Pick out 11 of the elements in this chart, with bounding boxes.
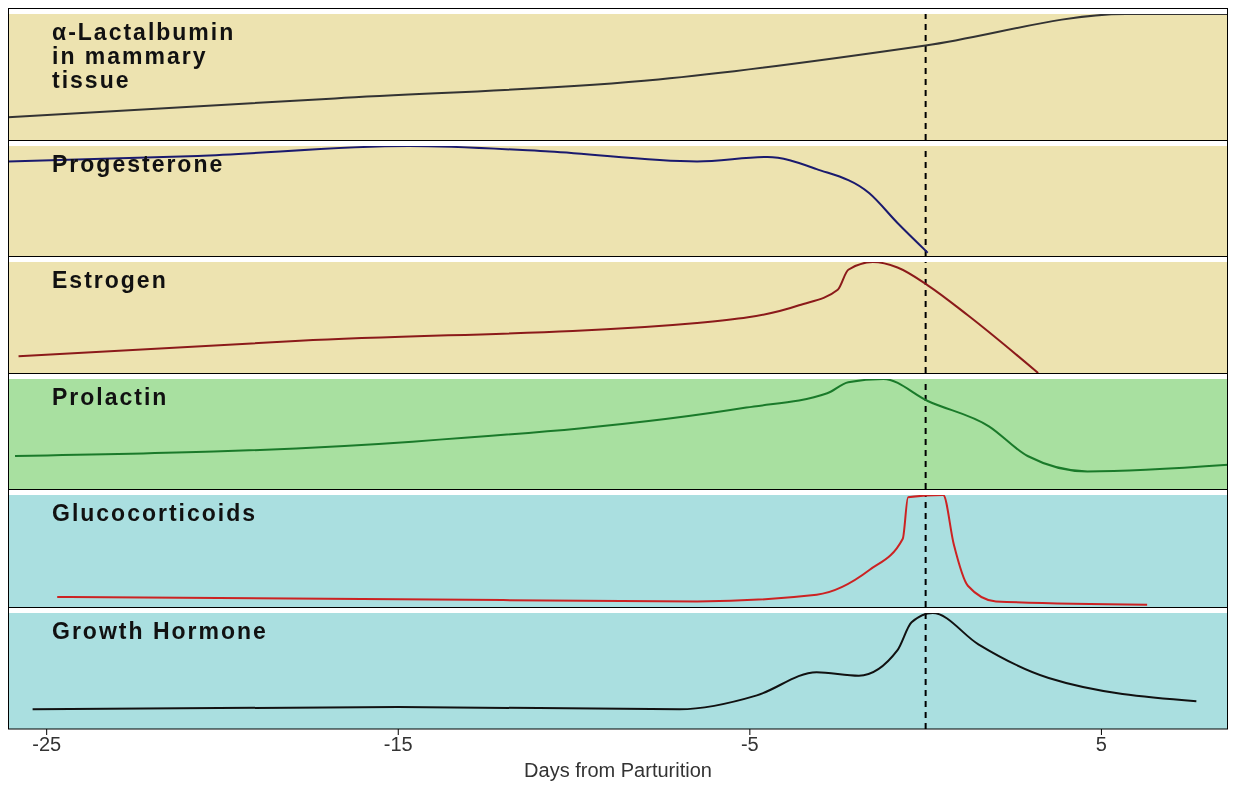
chart-title: Estrogen <box>52 267 168 293</box>
chart-title: Glucocorticoids <box>52 500 258 526</box>
text: α-Lactalbumin in mammary tissue <box>52 19 236 93</box>
x-tick-label: -15 <box>383 733 413 756</box>
x-tick-label: -25 <box>32 733 62 756</box>
chart-title: Progesterone <box>52 151 225 177</box>
x-tick-label: -5 <box>740 733 759 756</box>
x-axis-title: Days from Parturition <box>524 759 712 781</box>
x-tick-label: 5 <box>1095 733 1107 756</box>
chart-title: Growth Hormone <box>52 618 268 644</box>
chart-title: Prolactin <box>52 384 169 410</box>
